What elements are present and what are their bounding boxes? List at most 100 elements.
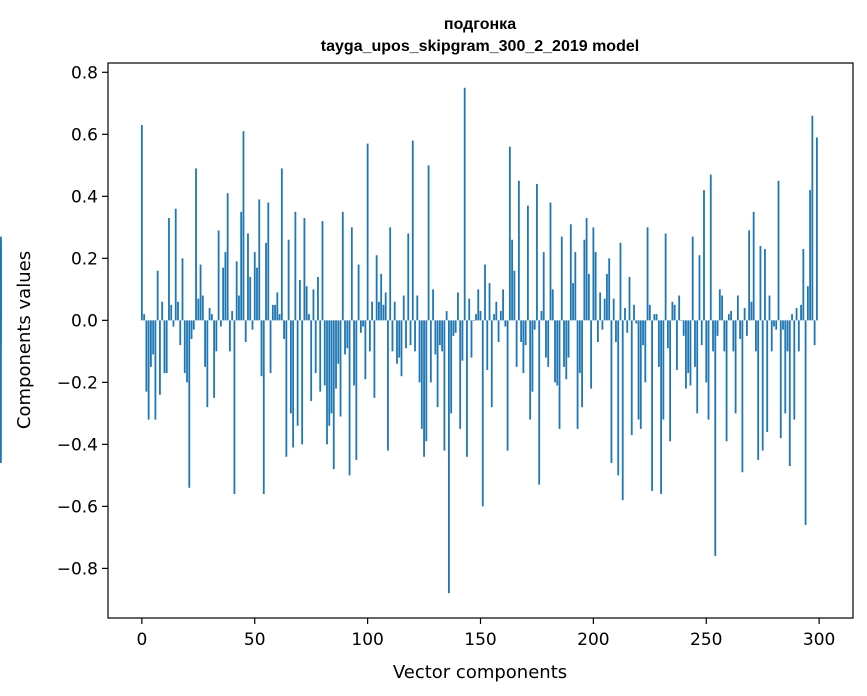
bar [438, 320, 441, 346]
bar [671, 301, 674, 321]
bar [775, 320, 778, 330]
bar [624, 307, 626, 321]
y-tick-label: −0.8 [57, 559, 98, 579]
bar [603, 298, 606, 321]
bar [427, 165, 430, 321]
bar [278, 314, 281, 321]
bar [689, 320, 692, 386]
bar [495, 301, 498, 321]
bar [531, 320, 534, 392]
bar [739, 320, 742, 339]
bar [172, 320, 175, 327]
bar [479, 311, 482, 321]
bar [653, 314, 656, 321]
bar [538, 320, 541, 485]
bar [793, 320, 796, 420]
bar [287, 239, 290, 321]
bar [170, 304, 173, 321]
bar [809, 190, 812, 321]
bar [140, 125, 143, 321]
bar [506, 320, 509, 451]
bar [253, 252, 256, 321]
bar [560, 236, 563, 321]
x-tick-label: 300 [803, 630, 835, 650]
bar [745, 320, 748, 336]
bar [497, 320, 500, 343]
bar [350, 227, 353, 321]
bar [515, 320, 518, 367]
bar [402, 295, 405, 321]
bar [459, 320, 462, 429]
bar [447, 320, 450, 594]
bar [617, 320, 620, 476]
y-tick-label: −0.6 [57, 497, 98, 517]
bar [463, 87, 466, 321]
bar [644, 320, 647, 383]
bar [493, 314, 495, 321]
bar [470, 320, 473, 358]
bar [357, 264, 360, 321]
bar [527, 205, 529, 321]
bar [682, 320, 685, 336]
bar [222, 267, 225, 321]
bar [533, 320, 536, 330]
bar [773, 320, 775, 327]
bar [242, 131, 245, 321]
bar [592, 227, 595, 321]
bar [520, 320, 523, 343]
bar [795, 307, 798, 321]
bar [461, 320, 464, 361]
bar [648, 304, 651, 321]
bar [490, 320, 493, 408]
bar [748, 230, 751, 321]
bar [197, 298, 200, 321]
y-tick-label: 0.4 [71, 187, 98, 207]
bar [436, 320, 439, 408]
bar [238, 295, 240, 321]
bar [621, 320, 624, 501]
bar [486, 320, 489, 370]
bar [709, 174, 712, 321]
bar [633, 304, 635, 321]
bar [314, 320, 317, 374]
bar [231, 311, 234, 321]
plot-frame [107, 62, 854, 619]
bar [398, 320, 401, 358]
bar [405, 320, 407, 349]
bar [743, 307, 746, 321]
bar [441, 320, 444, 352]
bar [407, 233, 410, 321]
bar [698, 255, 701, 321]
bar [298, 280, 301, 321]
bar [208, 307, 211, 321]
bar [199, 264, 202, 321]
x-tick-label: 50 [244, 630, 266, 650]
bar [145, 320, 148, 392]
bar [545, 320, 547, 358]
bar [502, 289, 504, 321]
bar [750, 301, 753, 321]
bar [0, 239, 2, 321]
bar [355, 320, 358, 460]
bar [797, 320, 800, 352]
bar [294, 211, 297, 321]
bar [265, 242, 267, 321]
bar [472, 320, 475, 321]
bar [587, 273, 590, 321]
bar [204, 320, 206, 367]
bar [423, 320, 425, 457]
bar [610, 320, 613, 463]
bar [215, 320, 218, 352]
bar [247, 233, 249, 321]
bar [755, 320, 757, 352]
bar [646, 227, 649, 321]
bar [705, 320, 708, 383]
bar [226, 193, 229, 321]
bar [177, 301, 179, 321]
bar [319, 320, 322, 392]
bar [418, 320, 421, 383]
bar [576, 320, 579, 429]
bar [804, 320, 807, 525]
bar [723, 320, 726, 352]
